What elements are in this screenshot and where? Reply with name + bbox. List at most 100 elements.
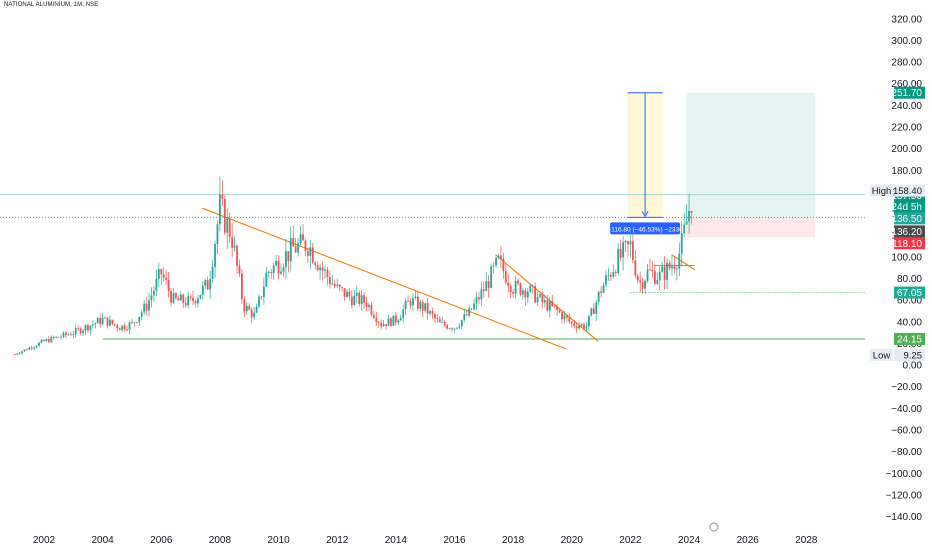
candle-body: [250, 309, 253, 318]
x-tick-label: 2028: [795, 535, 818, 546]
candle-body: [155, 278, 158, 291]
candle-body: [656, 280, 659, 284]
candle-body: [575, 326, 578, 329]
candle-body: [18, 353, 21, 355]
y-tick-label: 200.00: [891, 144, 922, 155]
candle-body: [157, 269, 160, 279]
candle-body: [233, 245, 236, 248]
candle-body: [443, 321, 446, 326]
symbol-title: NATIONAL ALUMINIUM, 1M, NSE: [4, 2, 99, 8]
candle-body: [267, 272, 270, 273]
target-zone: [686, 92, 816, 218]
candle-body: [50, 336, 53, 343]
y-tick-label: 60.00: [897, 296, 922, 307]
candle-body: [453, 328, 456, 330]
candle-body: [649, 269, 651, 271]
candle-body: [277, 260, 280, 274]
candle-body: [595, 302, 598, 314]
candle-body: [539, 294, 541, 297]
high-value-bg: [894, 184, 925, 197]
candle-body: [429, 310, 431, 314]
candle-body: [363, 295, 365, 303]
candle-body: [165, 277, 168, 280]
candle-body: [216, 224, 219, 245]
candle-body: [324, 269, 326, 271]
candle-body: [341, 287, 343, 289]
candle-body: [262, 286, 265, 298]
candle-body: [348, 291, 351, 297]
candle-body: [91, 324, 94, 326]
candle-body: [529, 285, 532, 292]
candle-body: [299, 234, 302, 244]
candle-body: [385, 324, 387, 326]
candle-body: [473, 303, 475, 310]
candle-body: [21, 351, 23, 354]
y-tick-label: −20.00: [891, 382, 922, 393]
candle-body: [673, 266, 676, 270]
candle-body: [30, 347, 33, 349]
y-tick-label: 40.00: [897, 317, 922, 328]
trendline-long: [202, 207, 567, 350]
y-tick-label: 100.00: [891, 252, 922, 263]
tag-countdown-bg: [894, 200, 925, 213]
candle-body: [602, 285, 605, 293]
candle-body: [314, 262, 317, 266]
candle-body: [653, 271, 656, 284]
y-tick-label: 220.00: [891, 123, 922, 134]
candle-body: [685, 221, 688, 225]
candle-body: [57, 336, 60, 338]
candle-body: [482, 289, 485, 292]
candle-body: [294, 246, 297, 253]
y-tick-label: −80.00: [891, 447, 922, 458]
candle-body: [619, 248, 622, 258]
candle-body: [331, 283, 334, 285]
candle-body: [426, 303, 429, 314]
candle-body: [162, 274, 165, 278]
candle-body: [460, 320, 463, 327]
settings-icon: [709, 522, 719, 532]
candle-body: [197, 298, 199, 304]
y-tick-label: −40.00: [891, 404, 922, 415]
candle-body: [355, 292, 358, 296]
candle-body: [526, 291, 529, 298]
candle-body: [534, 286, 537, 303]
candle-body: [126, 329, 128, 331]
candle-body: [421, 302, 424, 311]
candle-body: [478, 297, 480, 300]
tag-support-2: 24.15: [897, 334, 922, 345]
candle-body: [38, 342, 40, 346]
x-tick-label: 2022: [619, 535, 642, 546]
candle-body: [321, 267, 324, 271]
candle-body: [131, 322, 133, 323]
candle-body: [419, 302, 422, 309]
candle-body: [109, 319, 111, 326]
candle-body: [671, 266, 673, 269]
candle-body: [680, 233, 683, 254]
candle-body: [536, 296, 539, 303]
candle-body: [311, 247, 314, 263]
candle-body: [390, 318, 392, 326]
candle-body: [223, 198, 226, 233]
candle-body: [204, 280, 207, 286]
candle-body: [160, 269, 163, 275]
candle-body: [243, 299, 246, 312]
candle-body: [546, 300, 549, 311]
low-label: Low: [873, 351, 891, 362]
candle-body: [358, 292, 361, 305]
candle-body: [580, 324, 583, 326]
x-tick-label: 2012: [326, 535, 349, 546]
tag-stop: 118.10: [892, 239, 922, 250]
candle-body: [206, 280, 209, 290]
candle-body: [47, 339, 50, 343]
candle-body: [353, 295, 356, 306]
candle-body: [556, 306, 559, 311]
candle-body: [170, 290, 172, 303]
candle-body: [522, 290, 524, 295]
candle-body: [199, 294, 202, 299]
trendline-short: [495, 254, 599, 342]
candle-body: [500, 255, 502, 259]
candle-body: [504, 271, 507, 283]
candle-body: [177, 298, 180, 301]
candle-body: [123, 325, 126, 330]
